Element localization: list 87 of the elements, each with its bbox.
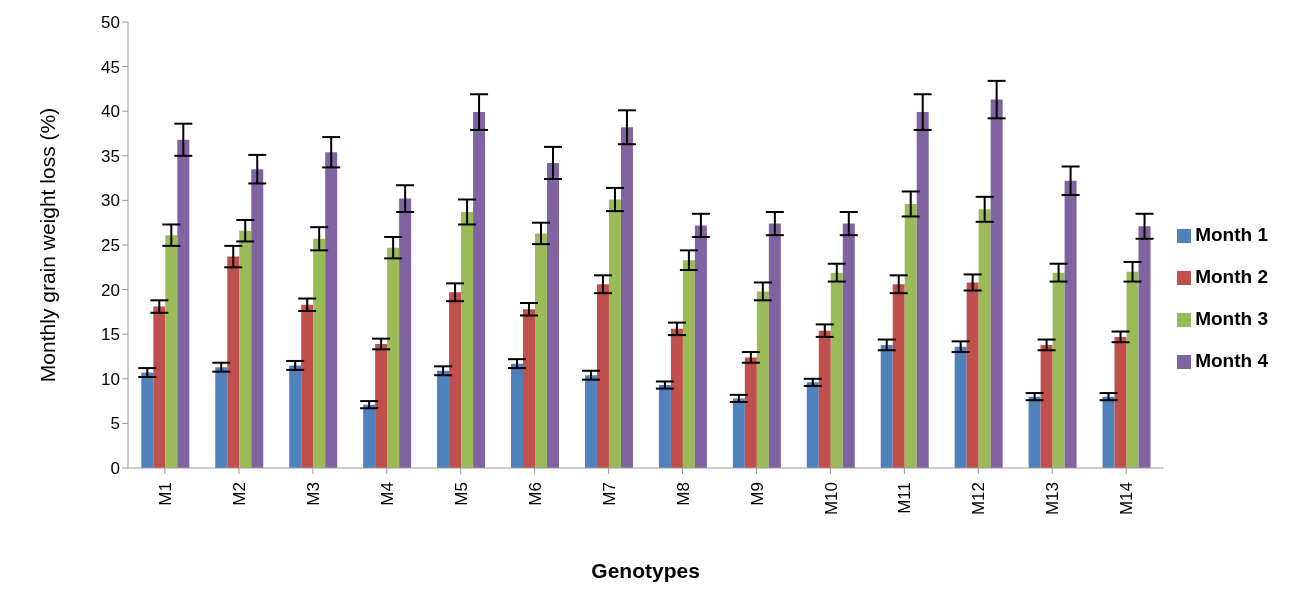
- bar: [620, 127, 633, 468]
- x-tick-label: M5: [451, 482, 471, 506]
- x-tick-label: M4: [377, 482, 397, 506]
- bar: [744, 357, 757, 468]
- bar: [375, 344, 388, 468]
- y-tick-label: 30: [101, 191, 120, 211]
- bar: [1138, 226, 1151, 468]
- bar: [1114, 336, 1127, 468]
- bar: [670, 328, 683, 468]
- bar: [363, 404, 376, 468]
- bar: [1102, 396, 1115, 468]
- bar: [756, 291, 769, 468]
- x-tick-label: M7: [599, 482, 619, 506]
- bar: [768, 223, 781, 468]
- y-tick-label: 50: [101, 13, 120, 33]
- x-tick-label: M1: [156, 482, 176, 506]
- y-tick-label: 40: [101, 102, 120, 122]
- bar: [301, 304, 314, 468]
- bar: [818, 330, 831, 468]
- bar: [325, 152, 338, 468]
- bar: [547, 162, 560, 468]
- bar: [511, 363, 524, 468]
- y-tick-label: 15: [101, 325, 120, 345]
- x-tick-label: M14: [1117, 482, 1137, 516]
- bar: [437, 370, 450, 468]
- x-tick-label: M9: [747, 482, 767, 506]
- bar: [473, 112, 486, 468]
- x-tick-label: M8: [673, 482, 693, 506]
- y-tick-label: 45: [101, 57, 120, 77]
- bar: [916, 112, 929, 468]
- bar: [177, 139, 190, 468]
- bar: [682, 260, 695, 468]
- bar: [830, 272, 843, 468]
- legend-label: Month 2: [1195, 266, 1268, 287]
- x-tick-label: M11: [895, 482, 915, 514]
- x-tick-label: M2: [229, 482, 249, 506]
- y-tick-label: 35: [101, 146, 120, 166]
- bar: [842, 223, 855, 468]
- bar: [954, 346, 967, 468]
- bar: [153, 306, 166, 468]
- bar: [1126, 271, 1139, 468]
- x-tick-label: M3: [303, 482, 323, 506]
- bar: [694, 225, 707, 468]
- bar: [141, 372, 154, 468]
- bar: [523, 309, 536, 468]
- y-tick-label: 10: [101, 369, 120, 389]
- bar: [227, 256, 240, 468]
- y-tick-label: 25: [101, 236, 120, 256]
- bar: [399, 198, 412, 468]
- bar: [904, 203, 917, 468]
- y-tick-label: 5: [110, 414, 120, 434]
- y-tick-label: 0: [110, 459, 120, 479]
- bar: [165, 235, 178, 468]
- bar: [966, 282, 979, 468]
- bar: [990, 99, 1003, 468]
- bar: [1040, 344, 1053, 468]
- bar: [608, 199, 621, 468]
- bar: [449, 292, 462, 468]
- bar: [806, 382, 819, 468]
- bar: [1052, 272, 1065, 468]
- bar: [535, 233, 548, 468]
- legend-label: Month 4: [1195, 350, 1268, 371]
- x-axis-title: Genotypes: [591, 559, 700, 582]
- bar: [289, 365, 302, 468]
- bar: [461, 212, 474, 468]
- bar: [387, 247, 400, 468]
- bar: [239, 230, 252, 468]
- x-tick-label: M10: [821, 482, 841, 516]
- legend-label: Month 3: [1195, 308, 1268, 329]
- x-tick-label: M13: [1043, 482, 1063, 516]
- legend-label: Month 1: [1195, 224, 1268, 245]
- x-tick-label: M6: [525, 482, 545, 506]
- bar: [215, 367, 228, 468]
- y-tick-label: 20: [101, 280, 120, 300]
- bar: [1028, 396, 1041, 468]
- bar: [892, 284, 905, 468]
- bar: [880, 344, 893, 468]
- bar: [584, 375, 597, 468]
- x-tick-label: M12: [969, 482, 989, 516]
- bar: [1064, 180, 1077, 468]
- bar: [313, 238, 326, 468]
- bar: [251, 169, 264, 468]
- bar: [596, 284, 609, 468]
- bar: [732, 398, 745, 468]
- bar: [658, 385, 671, 468]
- y-axis-title: Monthly grain weight loss (%): [36, 107, 60, 383]
- bar: [978, 209, 991, 468]
